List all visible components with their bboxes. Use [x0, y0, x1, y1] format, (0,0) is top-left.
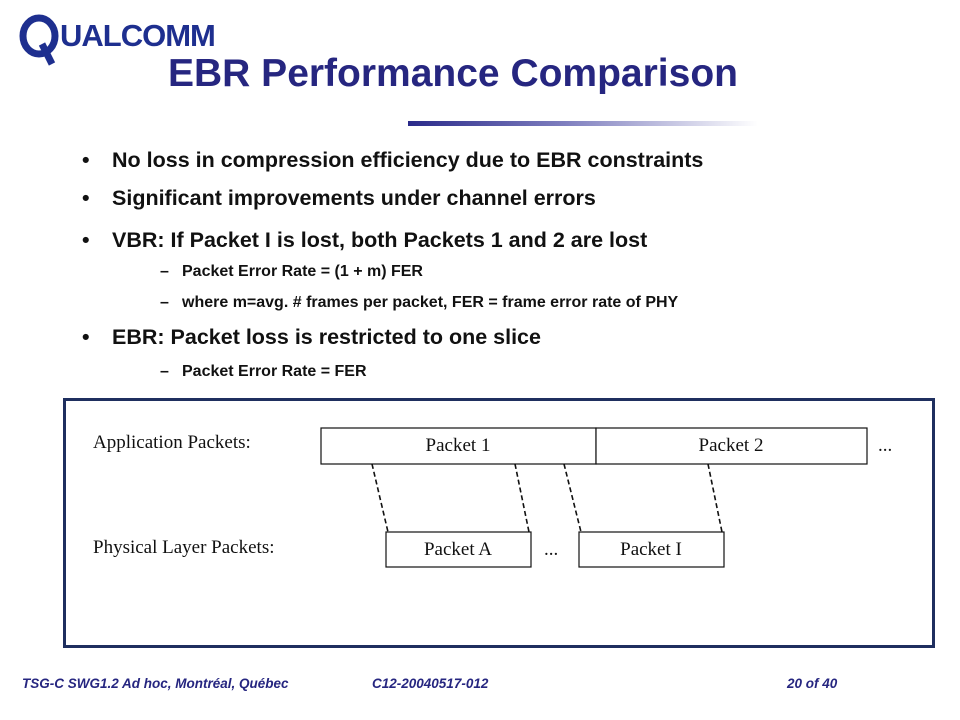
qualcomm-logo: UALCOMM [19, 14, 216, 66]
bullet-text: VBR: If Packet I is lost, both Packets 1… [112, 228, 648, 252]
bullet-dot-icon: • [82, 228, 90, 252]
page-title: EBR Performance Comparison [168, 52, 738, 95]
bullet-dot-icon: • [82, 325, 90, 349]
packet-2-box [595, 427, 868, 465]
bullet-dot-icon: • [82, 148, 90, 172]
mapping-line [514, 463, 530, 533]
packet-a-label: Packet A [424, 539, 492, 560]
mapping-line [371, 463, 389, 533]
dash-icon: – [160, 294, 169, 311]
footer-doc-id: C12-20040517-012 [372, 676, 489, 691]
sub-bullet-text: where m=avg. # frames per packet, FER = … [182, 294, 679, 311]
packet-diagram-canvas: Application Packets: Physical Layer Pack… [93, 427, 892, 568]
title-underline [408, 121, 758, 126]
bullet-text: Significant improvements under channel e… [112, 186, 596, 210]
mapping-lines [371, 463, 723, 533]
svg-text:UALCOMM: UALCOMM [60, 18, 215, 53]
sub-bullet-text: Packet Error Rate = FER [182, 363, 367, 380]
phy-ellipsis: ... [544, 539, 558, 560]
packet-1-label: Packet 1 [426, 435, 491, 456]
mapping-line [707, 463, 723, 533]
mapping-line [563, 463, 582, 533]
bullet-dot-icon: • [82, 186, 90, 210]
bullet-text: EBR: Packet loss is restricted to one sl… [112, 325, 541, 349]
packet-1-box [320, 427, 597, 465]
app-ellipsis: ... [878, 435, 892, 456]
footer-meeting: TSG-C SWG1.2 Ad hoc, Montréal, Québec [22, 676, 289, 691]
packet-i-label: Packet I [620, 539, 682, 560]
packet-diagram: Application Packets: Physical Layer Pack… [63, 398, 935, 648]
dash-icon: – [160, 263, 169, 280]
application-packets-label: Application Packets: [93, 432, 251, 453]
footer-page-number: 20 of 40 [787, 676, 838, 691]
sub-bullet-text: Packet Error Rate = (1 + m) FER [182, 263, 423, 280]
packet-a-box [385, 531, 532, 568]
dash-icon: – [160, 363, 169, 380]
packet-i-box [578, 531, 725, 568]
physical-layer-packets-label: Physical Layer Packets: [93, 537, 275, 558]
bullet-text: No loss in compression efficiency due to… [112, 148, 704, 172]
packet-2-label: Packet 2 [699, 435, 764, 456]
